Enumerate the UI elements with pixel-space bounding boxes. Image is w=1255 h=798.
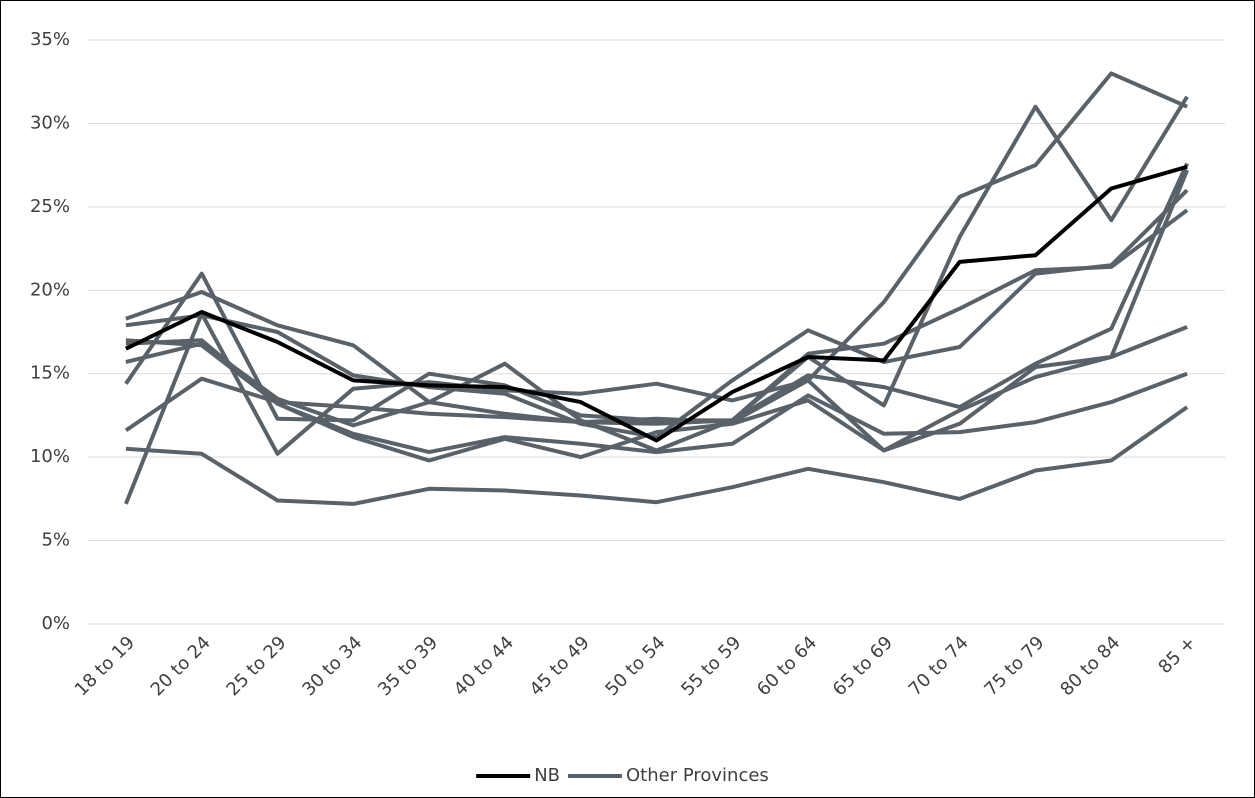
- series-line: [125, 188, 1189, 440]
- series-line: [124, 162, 1189, 433]
- y-tick-label: 20%: [30, 279, 70, 300]
- series-line: [125, 405, 1189, 506]
- legend-label: Other Provinces: [626, 765, 769, 786]
- legend: NB Other Provinces: [476, 765, 769, 786]
- y-tick-label: 5%: [41, 530, 70, 551]
- y-tick-label: 15%: [30, 363, 70, 384]
- series-line: [125, 208, 1189, 453]
- y-tick-label: 25%: [30, 196, 70, 217]
- y-tick-label: 10%: [30, 446, 70, 467]
- series-line: [125, 164, 1188, 443]
- series-line: [124, 311, 1188, 505]
- series-line: [125, 71, 1188, 425]
- y-tick-label: 35%: [30, 29, 70, 50]
- y-tick-label: 0%: [41, 613, 70, 634]
- y-tick-label: 30%: [30, 112, 70, 133]
- legend-label: NB: [534, 765, 560, 786]
